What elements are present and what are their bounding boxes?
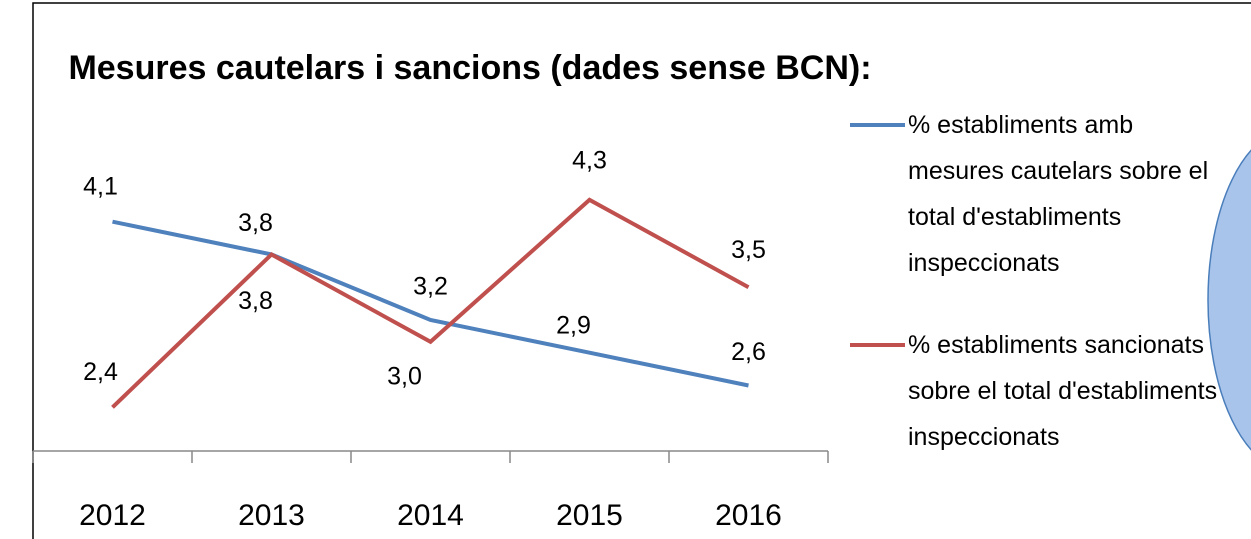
data-label: 3,8 [238, 209, 273, 237]
x-tick-label: 2013 [238, 499, 305, 532]
data-label: 2,9 [556, 311, 591, 339]
data-label: 3,0 [387, 362, 422, 390]
data-label: 2,4 [83, 358, 118, 386]
chart-title: Mesures cautelars i sancions (dades sens… [68, 49, 871, 87]
data-label: 3,8 [238, 287, 273, 315]
legend-label: % establiments amb mesures cautelars sob… [908, 111, 1209, 277]
chart-frame [32, 2, 1251, 539]
line [111, 197, 750, 409]
x-tick-label: 2015 [556, 499, 623, 532]
data-label: 2,6 [731, 338, 766, 366]
data-label: 3,2 [413, 273, 448, 301]
decorative-shape [1207, 149, 1251, 451]
data-label: 4,3 [572, 146, 607, 174]
x-tick-label: 2016 [715, 499, 782, 532]
line [112, 219, 749, 388]
x-tick-label: 2014 [397, 499, 464, 532]
data-label: 3,5 [731, 236, 766, 264]
legend-label: % establiments sancionats sobre el total… [908, 331, 1218, 451]
data-label: 4,1 [83, 172, 118, 200]
x-tick-label: 2012 [79, 499, 146, 532]
